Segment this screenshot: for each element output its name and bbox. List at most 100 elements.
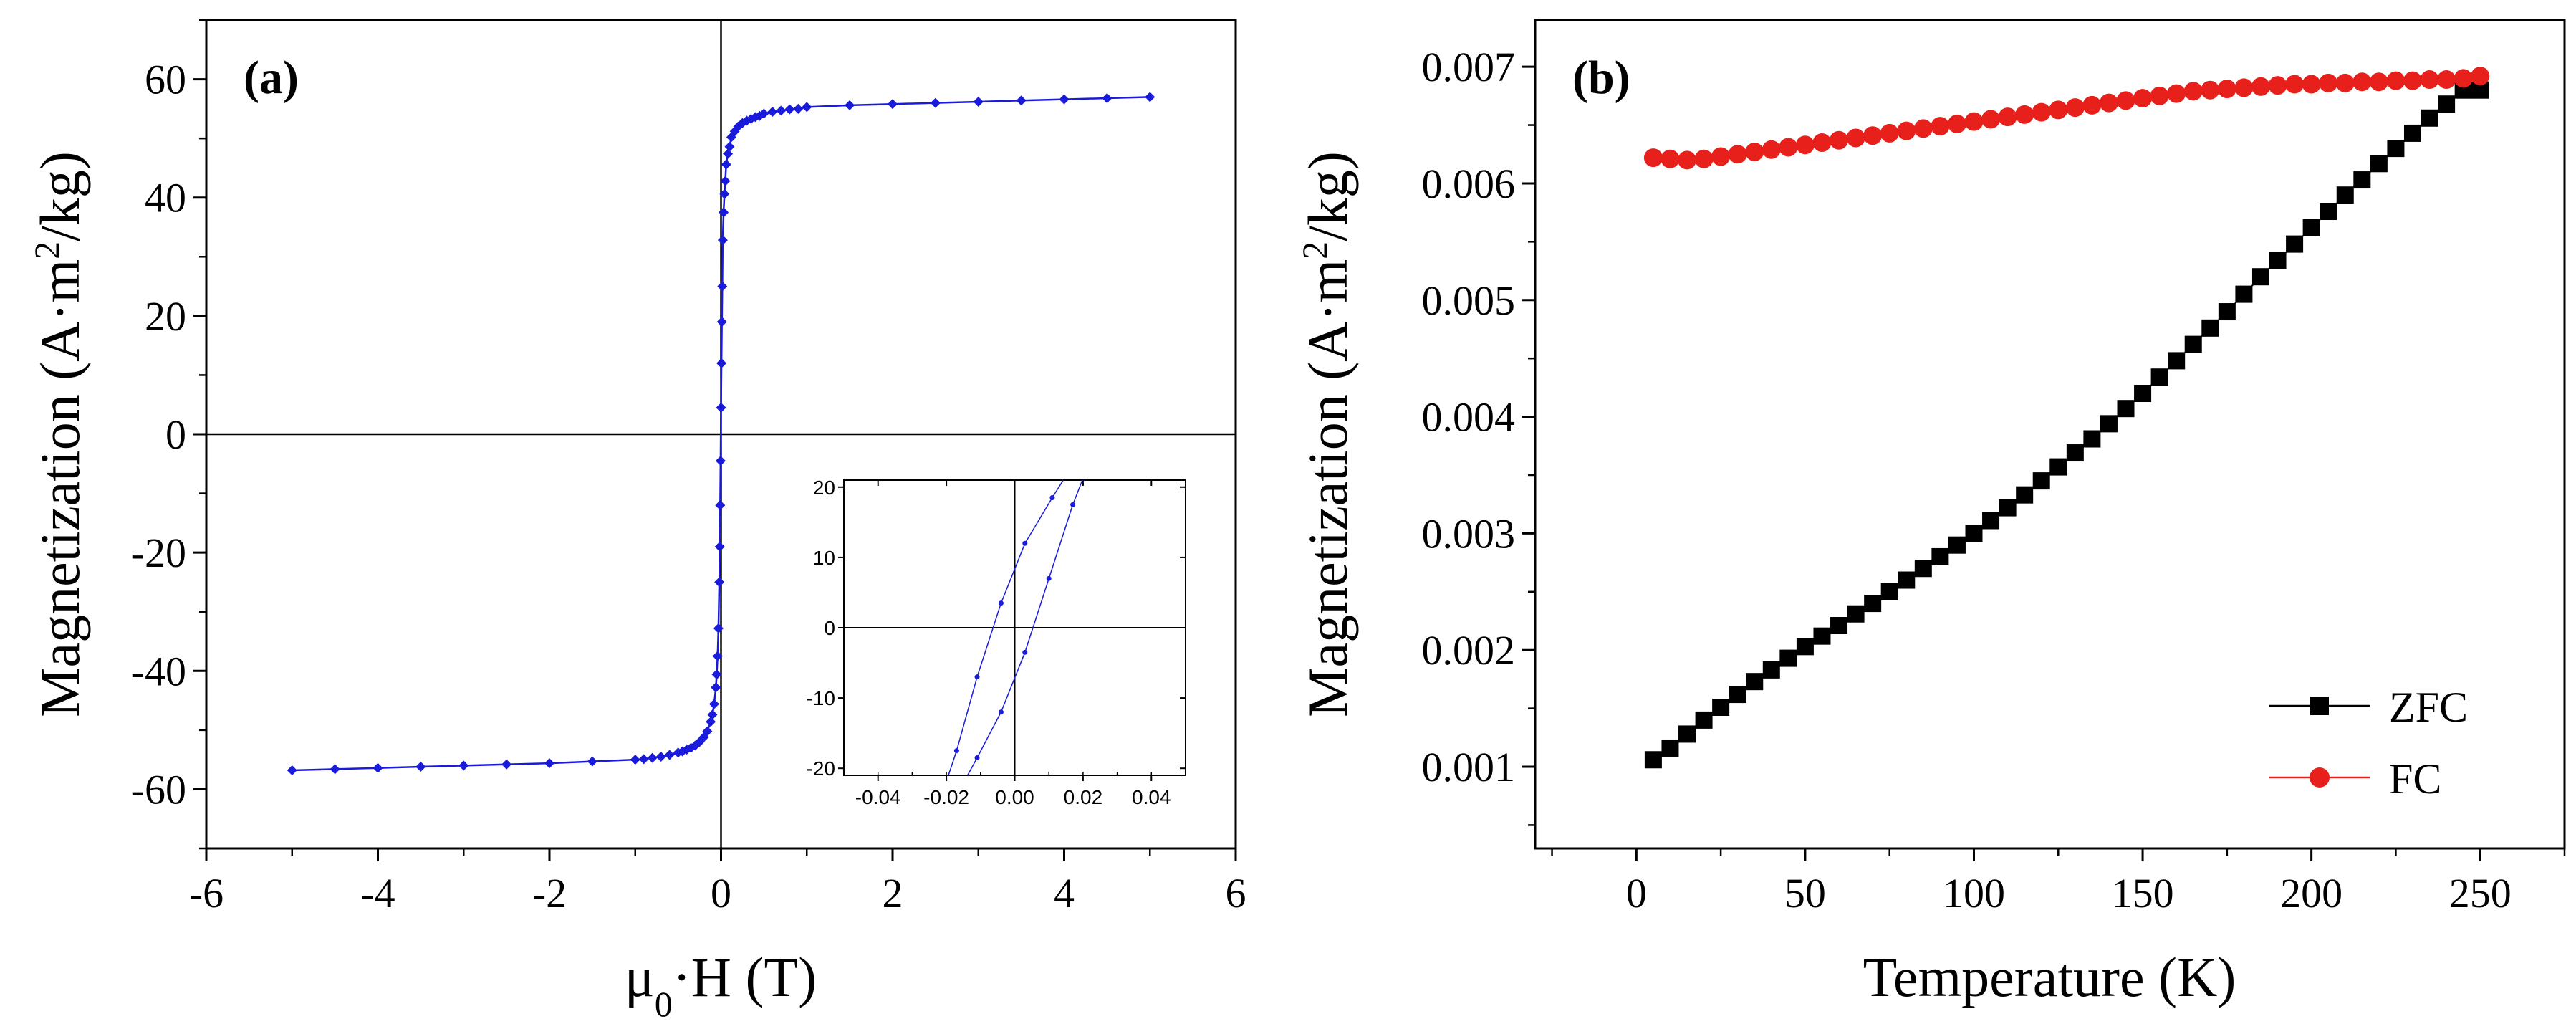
panel-b-fc-point [2099,93,2118,113]
panel-b-zfc-point [2168,352,2186,370]
panel-b-fc-point [2065,98,2085,118]
panel-a-data-point [716,317,727,327]
panel-b-zfc-point [1880,583,1898,600]
panel-b-fc-point [1880,123,1899,143]
panel-b-zfc-point [1695,711,1713,729]
panel-b-zfc-point [2184,335,2202,353]
panel-a-data-point [845,100,855,110]
panel-a-y-tick-label: 0 [165,411,186,458]
panel-a-data-point [1145,92,1155,102]
panel-b-zfc-point [2438,95,2456,113]
panel-b-series [1643,67,2490,769]
legend-fc-label: FC [2389,755,2441,803]
panel-a-y-axis-title: Magnetization (A·m2/kg) [27,151,91,717]
panel-b-y-axis-title-main: Magnetization (A·m [1297,259,1359,717]
panel-b-x-tick-label: 250 [2449,870,2512,916]
panel-a-data-point [717,281,728,292]
panel-b-ticks: 0 50 100 150 200 250 0.001 0.002 0.003 0.004 0.005… [1422,44,2566,916]
panel-a-data-point [802,102,812,113]
panel-a-y-tick-label: 40 [145,175,186,221]
panel-b-fc-point [2234,78,2254,97]
panel-b-y-tick-label: 0.005 [1422,277,1516,324]
panel-b-fc-point [2082,95,2102,115]
panel-a-data-point [544,758,554,769]
panel-b-zfc-point [2083,430,2101,448]
panel-b-fc-point [2454,69,2473,88]
panel-b-zfc-point [1914,560,1932,578]
panel-b-fc-point [2369,72,2388,92]
panel-b-zfc-point [2032,472,2050,490]
panel-a-x-axis-title-symbol: μ [625,946,655,1008]
panel-a-data-point [707,709,718,720]
panel-a-data-point [702,726,713,737]
panel-a-data-point [655,752,666,762]
panel-b-legend: ZFC FC [2269,684,2468,803]
panel-a-x-tick-label: 4 [1054,870,1075,916]
panel-a-data-point [647,752,658,763]
inset-y-tick-label: -20 [807,757,835,780]
inset-x-tick-label: -0.02 [923,786,969,808]
panel-a-data-point [1102,92,1112,103]
panel-b-zfc-point [1830,617,1848,635]
panel-a-data-point [717,235,728,246]
inset-y-tick-label: 10 [813,547,835,569]
panel-b-fc-point [1863,126,1883,145]
panel-b-fc-point [2471,67,2490,86]
panel-b-fc-point [1931,117,1950,136]
panel-a-data-point [287,765,297,776]
inset-x-tick-label: -0.04 [855,786,901,808]
panel-a-data-point [501,759,512,770]
panel-b-zfc-point [2150,368,2168,386]
inset-data-point [974,755,980,760]
panel-b-fc-point [2116,91,2135,110]
panel-b-fc-point [1812,133,1832,152]
panel-a-data-point [784,104,795,115]
panel-b-x-tick-label: 50 [1784,870,1826,916]
inset-x-tick-label: 0.04 [1132,786,1171,808]
panel-b-fc-point [1897,121,1916,140]
panel-b-zfc-point [1847,605,1865,623]
panel-b-zfc-point [2235,285,2253,303]
panel-a-data-point [630,755,640,765]
panel-b-y-tick-label: 0.003 [1422,510,1516,557]
panel-b-y-tick-label: 0.001 [1422,744,1516,790]
panel-b-zfc-point [2066,444,2084,462]
panel-a-x-tick-label: -6 [189,870,224,916]
panel-b-zfc-point [2403,124,2421,142]
panel-b-fc-point [1694,149,1714,168]
panel-b-zfc-point [1999,499,2017,517]
panel-b-zfc-line [1653,89,2481,761]
panel-b-fc-point [2302,75,2321,94]
panel-a-data-point [716,358,727,368]
panel-b-frame [1534,19,2566,850]
panel-b-y-axis-title-sup: 2 [1294,241,1335,259]
panel-a-data-point [713,623,724,633]
panel-b-fc-point [2167,84,2186,103]
panel-a-data-point [664,750,675,760]
panel-a-y-axis-title-tail: /kg) [29,151,91,241]
panel-b-zfc-point [1948,536,1966,554]
panel-a-y-tick-label: -60 [131,766,186,813]
panel-b-fc-point [2352,72,2372,92]
inset-zero-lines [844,480,1186,775]
panel-b-fc-point [1728,145,1747,164]
panel-b-zfc-point [1864,595,1882,613]
panel-a-y-tick-label: 60 [145,57,186,103]
panel-a-x-tick-label: 0 [711,870,731,916]
panel-b-zfc-point [1779,649,1797,667]
panel-a-data-point [793,103,804,114]
panel-b-fc-point [2201,80,2220,100]
panel-a-data-point [719,207,729,218]
panel-b-zfc-point [2302,219,2320,236]
panel-a-data-point [712,651,723,661]
inset-data-point [974,674,980,680]
panel-b-zfc-point [1729,686,1746,704]
panel-b-fc-point [2335,73,2355,92]
panel-b-x-tick-label: 100 [1943,870,2005,916]
panel-a-data-point [458,760,469,771]
panel-a-x-tick-label: -4 [360,870,395,916]
panel-b-zfc-point [2100,415,2118,433]
panel-a-y-axis-title-sup: 2 [27,241,67,259]
